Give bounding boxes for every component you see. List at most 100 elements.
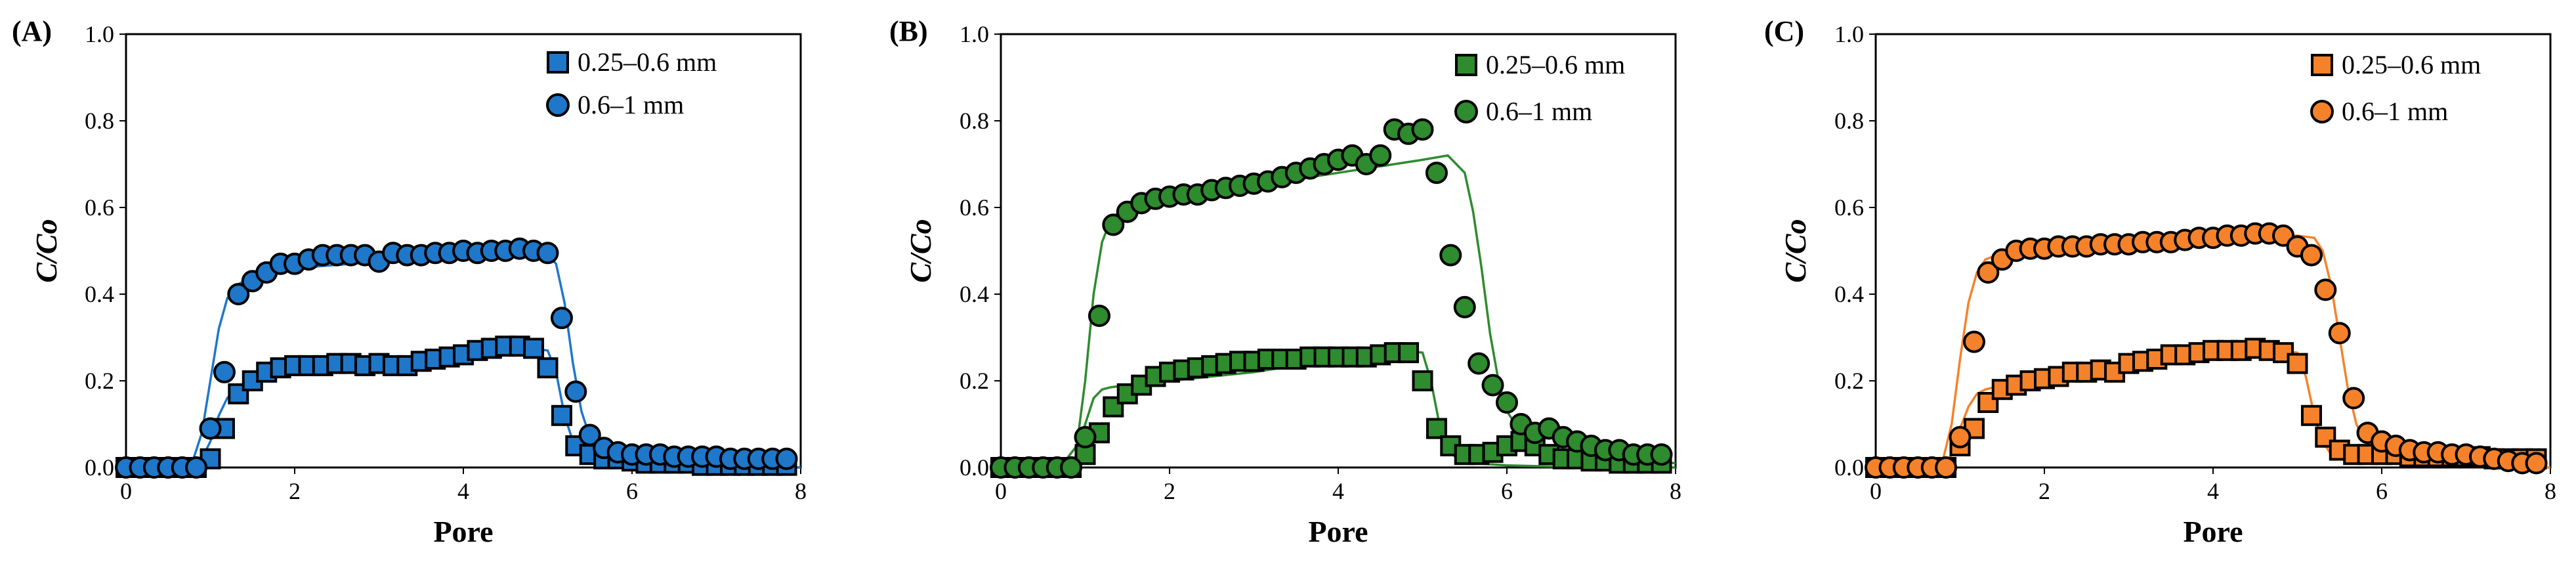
y-tick-label: 0.6 bbox=[85, 194, 114, 221]
x-tick-label: 8 bbox=[2544, 478, 2556, 504]
legend-label-large-grains: 0.6–1 mm bbox=[578, 90, 684, 119]
y-tick-label: 0.8 bbox=[85, 108, 114, 134]
legend-label-large-grains: 0.6–1 mm bbox=[1486, 97, 1592, 126]
legend-label-small-grains: 0.25–0.6 mm bbox=[2342, 50, 2481, 79]
legend-circle-marker bbox=[2310, 100, 2334, 123]
legend: 0.25–0.6 mm 0.6–1 mm bbox=[2310, 50, 2481, 126]
data-point-circle bbox=[1074, 425, 1097, 448]
y-tick-label: 1.0 bbox=[1834, 21, 1864, 47]
y-tick-label: 0.4 bbox=[85, 281, 114, 307]
x-tick-label: 6 bbox=[1501, 478, 1513, 504]
legend-circle-marker bbox=[546, 93, 570, 117]
panel-label: (B) bbox=[889, 15, 928, 47]
x-tick-label: 8 bbox=[1670, 478, 1681, 504]
y-axis-title: C/Co bbox=[30, 219, 63, 282]
data-point-circle bbox=[2300, 244, 2323, 267]
x-tick-label: 0 bbox=[120, 478, 132, 504]
x-tick-label: 6 bbox=[626, 478, 638, 504]
x-axis-title: Pore bbox=[433, 515, 493, 548]
data-point-circle bbox=[2342, 387, 2365, 410]
data-point-circle bbox=[1439, 244, 1462, 267]
data-point-circle bbox=[1481, 374, 1504, 397]
y-tick-label: 0.4 bbox=[960, 281, 989, 307]
y-tick-label: 0.2 bbox=[960, 368, 989, 394]
y-tick-label: 0.0 bbox=[85, 454, 114, 481]
data-point-circle bbox=[1060, 456, 1083, 479]
chart-panel-c: (C) 0 2 4 6 8 0.0 0.2 0.4 0.6 0.8 1.0 Pore C/Co 0.… bbox=[1764, 15, 2556, 548]
data-point-circle bbox=[564, 380, 587, 403]
data-point-circle bbox=[1102, 213, 1125, 236]
data-point-square bbox=[1425, 418, 1447, 439]
x-axis-title: Pore bbox=[2183, 515, 2243, 548]
data-point-circle bbox=[1949, 425, 1972, 448]
y-tick-label: 0.2 bbox=[85, 368, 114, 394]
legend-circle-marker bbox=[1454, 100, 1478, 123]
y-tick-label: 0.6 bbox=[1834, 194, 1864, 221]
data-point-square bbox=[523, 337, 545, 359]
data-point-circle bbox=[775, 447, 798, 470]
data-point-circle bbox=[1453, 295, 1476, 318]
data-point-square bbox=[1412, 370, 1433, 391]
legend: 0.25–0.6 mm 0.6–1 mm bbox=[1454, 50, 1625, 126]
data-point-square bbox=[1963, 418, 1985, 439]
data-point-circle bbox=[227, 283, 250, 305]
data-point-circle bbox=[1087, 305, 1110, 327]
x-tick-label: 0 bbox=[1870, 478, 1882, 504]
chart-panel-b: (B) 0 2 4 6 8 0.0 0.2 0.4 0.6 0.8 1.0 Pore C/Co 0.… bbox=[889, 15, 1681, 548]
legend-label-small-grains: 0.25–0.6 mm bbox=[578, 47, 717, 77]
x-tick-label: 2 bbox=[289, 478, 301, 504]
data-point-circle bbox=[1650, 443, 1673, 466]
legend: 0.25–0.6 mm 0.6–1 mm bbox=[546, 47, 717, 119]
data-point-circle bbox=[578, 423, 601, 446]
data-point-circle bbox=[2328, 322, 2351, 345]
data-point-circle bbox=[2314, 278, 2337, 301]
x-tick-label: 0 bbox=[995, 478, 1007, 504]
plot-frame bbox=[1874, 33, 2552, 469]
y-tick-label: 0.0 bbox=[1834, 454, 1864, 481]
x-tick-label: 8 bbox=[795, 478, 807, 504]
legend-square-marker bbox=[547, 51, 569, 74]
x-tick-label: 4 bbox=[1332, 478, 1344, 504]
data-point-circle bbox=[1467, 352, 1490, 375]
data-point-square bbox=[1398, 342, 1420, 364]
panel-label: (A) bbox=[12, 15, 52, 47]
data-point-square bbox=[537, 357, 559, 379]
data-point-square bbox=[2300, 404, 2322, 426]
x-axis-title: Pore bbox=[1308, 515, 1368, 548]
x-tick-label: 2 bbox=[1164, 478, 1175, 504]
data-point-square bbox=[2287, 353, 2308, 374]
data-point-circle bbox=[2525, 452, 2548, 475]
chart-panel-a: (A) 0 2 4 6 8 0.0 0.2 0.4 0.6 0.8 1.0 Pore C/Co 0.… bbox=[12, 15, 807, 548]
y-tick-label: 1.0 bbox=[85, 21, 114, 47]
data-point-circle bbox=[550, 307, 573, 330]
x-tick-label: 6 bbox=[2376, 478, 2388, 504]
y-axis-title: C/Co bbox=[1779, 219, 1812, 282]
data-point-square bbox=[551, 404, 572, 426]
data-point-circle bbox=[1935, 456, 1958, 479]
data-point-circle bbox=[213, 360, 236, 383]
data-point-circle bbox=[199, 417, 222, 440]
legend-label-small-grains: 0.25–0.6 mm bbox=[1486, 50, 1625, 79]
data-point-circle bbox=[1369, 144, 1392, 167]
x-tick-label: 4 bbox=[457, 478, 469, 504]
x-tick-label: 4 bbox=[2207, 478, 2219, 504]
panel-label: (C) bbox=[1764, 15, 1804, 47]
y-tick-label: 0.8 bbox=[1834, 108, 1864, 134]
y-tick-label: 1.0 bbox=[960, 21, 989, 47]
data-point-circle bbox=[185, 456, 208, 479]
data-point-circle bbox=[1977, 261, 2000, 284]
legend-square-marker bbox=[1455, 54, 1477, 76]
data-point-circle bbox=[1962, 330, 1985, 353]
x-tick-label: 2 bbox=[2038, 478, 2050, 504]
legend-square-marker bbox=[2311, 54, 2333, 76]
legend-label-large-grains: 0.6–1 mm bbox=[2342, 97, 2448, 126]
y-tick-label: 0.2 bbox=[1834, 368, 1864, 394]
data-point-circle bbox=[1496, 391, 1518, 414]
y-tick-label: 0.6 bbox=[960, 194, 989, 221]
y-tick-label: 0.4 bbox=[1834, 281, 1864, 307]
y-tick-label: 0.0 bbox=[960, 454, 989, 481]
y-tick-label: 0.8 bbox=[960, 108, 989, 134]
data-point-circle bbox=[536, 242, 559, 265]
data-point-circle bbox=[1425, 162, 1448, 184]
y-axis-title: C/Co bbox=[904, 219, 937, 282]
